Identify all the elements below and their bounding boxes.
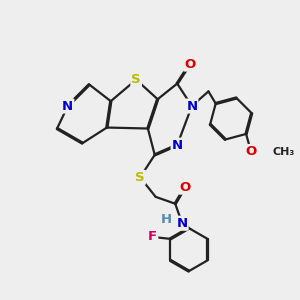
- Text: O: O: [179, 181, 191, 194]
- Text: S: S: [135, 171, 145, 184]
- Text: H: H: [161, 213, 172, 226]
- Text: O: O: [184, 58, 196, 70]
- Text: F: F: [148, 230, 157, 243]
- Text: N: N: [172, 139, 183, 152]
- Text: CH₃: CH₃: [272, 146, 295, 157]
- Text: O: O: [245, 145, 256, 158]
- Text: N: N: [186, 100, 197, 112]
- Text: N: N: [62, 100, 74, 112]
- Text: S: S: [131, 73, 141, 86]
- Text: N: N: [176, 217, 188, 230]
